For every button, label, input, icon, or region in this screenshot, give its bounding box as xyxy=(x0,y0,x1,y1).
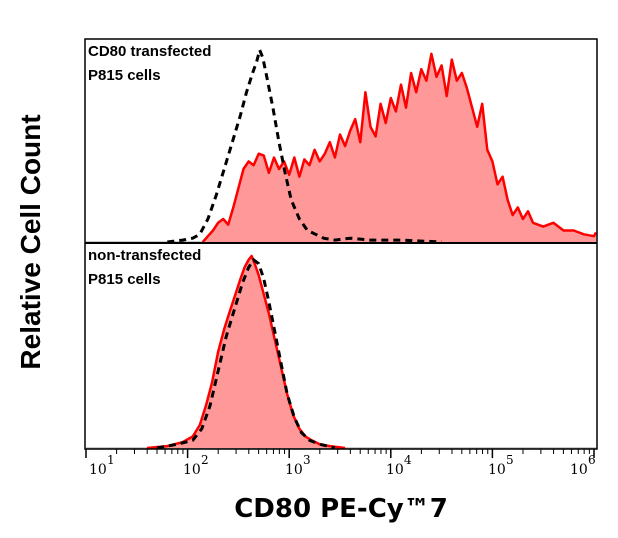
x-tick-label-6-exp: 6 xyxy=(588,453,596,467)
panel-1-isotype-control-dashed-line xyxy=(167,45,442,244)
panel-2-unstained-control-dashed-line xyxy=(156,257,336,450)
panel-2-stained-area xyxy=(147,256,346,448)
panel-1-stained-line xyxy=(201,52,598,243)
x-tick-labels: 10 1 10 2 10 3 10 4 10 5 10 6 xyxy=(89,453,596,478)
x-tick-label-1-exp: 1 xyxy=(107,453,115,467)
x-tick-label-2-base: 10 xyxy=(183,462,201,478)
bottom-panel-label-line1: non-transfected xyxy=(88,247,201,264)
panel-1-stained-area xyxy=(202,53,597,242)
bottom-panel-label-line2: P815 cells xyxy=(88,271,161,288)
y-axis-title: Relative Cell Count xyxy=(15,114,46,369)
x-tick-label-6-base: 10 xyxy=(570,462,588,478)
x-tick-label-5-exp: 5 xyxy=(506,453,514,467)
x-axis-ticks xyxy=(85,449,595,458)
x-tick-label-1-base: 10 xyxy=(89,462,107,478)
top-panel-label-line1: CD80 transfected xyxy=(88,43,211,60)
x-axis-title: CD80 PE-Cy™7 xyxy=(234,494,448,524)
x-tick-label-3-exp: 3 xyxy=(303,453,311,467)
x-tick-label-2-exp: 2 xyxy=(201,453,209,467)
x-tick-label-3-base: 10 xyxy=(285,462,303,478)
x-tick-label-4-base: 10 xyxy=(386,462,404,478)
x-tick-label-4-exp: 4 xyxy=(404,453,412,467)
series-layer xyxy=(86,45,598,450)
top-panel-label-line2: P815 cells xyxy=(88,67,161,84)
x-tick-label-5-base: 10 xyxy=(488,462,506,478)
